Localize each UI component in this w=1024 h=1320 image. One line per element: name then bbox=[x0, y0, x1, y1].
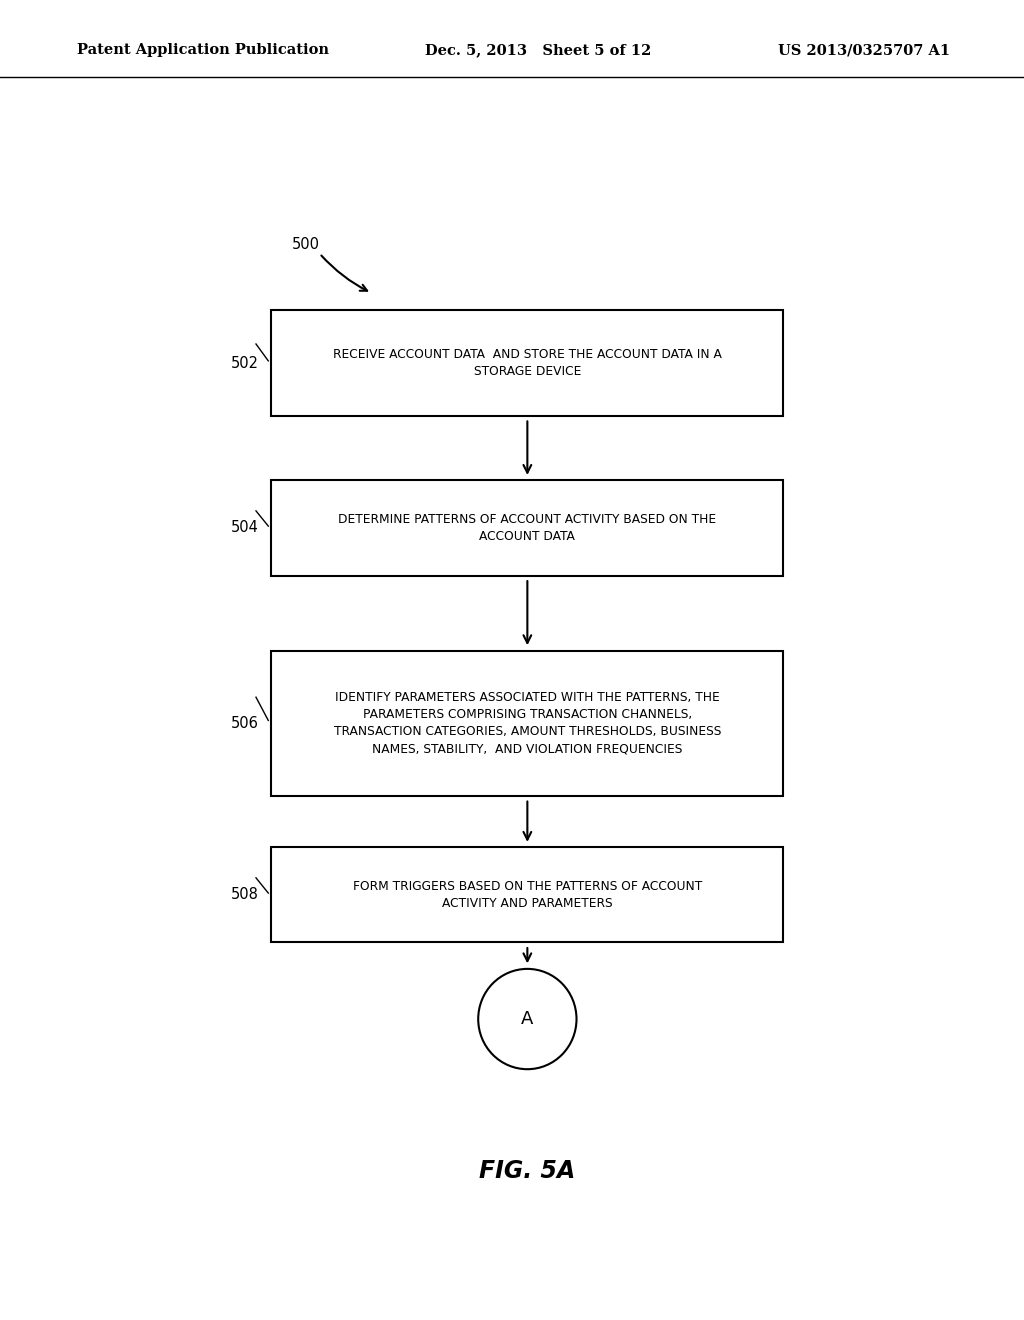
Text: FIG. 5A: FIG. 5A bbox=[479, 1159, 575, 1183]
Text: US 2013/0325707 A1: US 2013/0325707 A1 bbox=[778, 44, 950, 57]
FancyBboxPatch shape bbox=[271, 480, 783, 576]
FancyBboxPatch shape bbox=[271, 847, 783, 942]
Text: Patent Application Publication: Patent Application Publication bbox=[77, 44, 329, 57]
Text: 506: 506 bbox=[231, 715, 259, 731]
Text: A: A bbox=[521, 1010, 534, 1028]
Text: Dec. 5, 2013   Sheet 5 of 12: Dec. 5, 2013 Sheet 5 of 12 bbox=[425, 44, 651, 57]
Text: 500: 500 bbox=[292, 236, 319, 252]
Text: DETERMINE PATTERNS OF ACCOUNT ACTIVITY BASED ON THE
ACCOUNT DATA: DETERMINE PATTERNS OF ACCOUNT ACTIVITY B… bbox=[338, 513, 717, 543]
Text: 504: 504 bbox=[231, 520, 259, 536]
Text: FORM TRIGGERS BASED ON THE PATTERNS OF ACCOUNT
ACTIVITY AND PARAMETERS: FORM TRIGGERS BASED ON THE PATTERNS OF A… bbox=[352, 880, 702, 909]
FancyBboxPatch shape bbox=[271, 651, 783, 796]
Text: 502: 502 bbox=[231, 355, 259, 371]
Text: RECEIVE ACCOUNT DATA  AND STORE THE ACCOUNT DATA IN A
STORAGE DEVICE: RECEIVE ACCOUNT DATA AND STORE THE ACCOU… bbox=[333, 348, 722, 378]
FancyBboxPatch shape bbox=[271, 310, 783, 416]
Text: IDENTIFY PARAMETERS ASSOCIATED WITH THE PATTERNS, THE
PARAMETERS COMPRISING TRAN: IDENTIFY PARAMETERS ASSOCIATED WITH THE … bbox=[334, 692, 721, 755]
Ellipse shape bbox=[478, 969, 577, 1069]
Text: 508: 508 bbox=[231, 887, 259, 903]
